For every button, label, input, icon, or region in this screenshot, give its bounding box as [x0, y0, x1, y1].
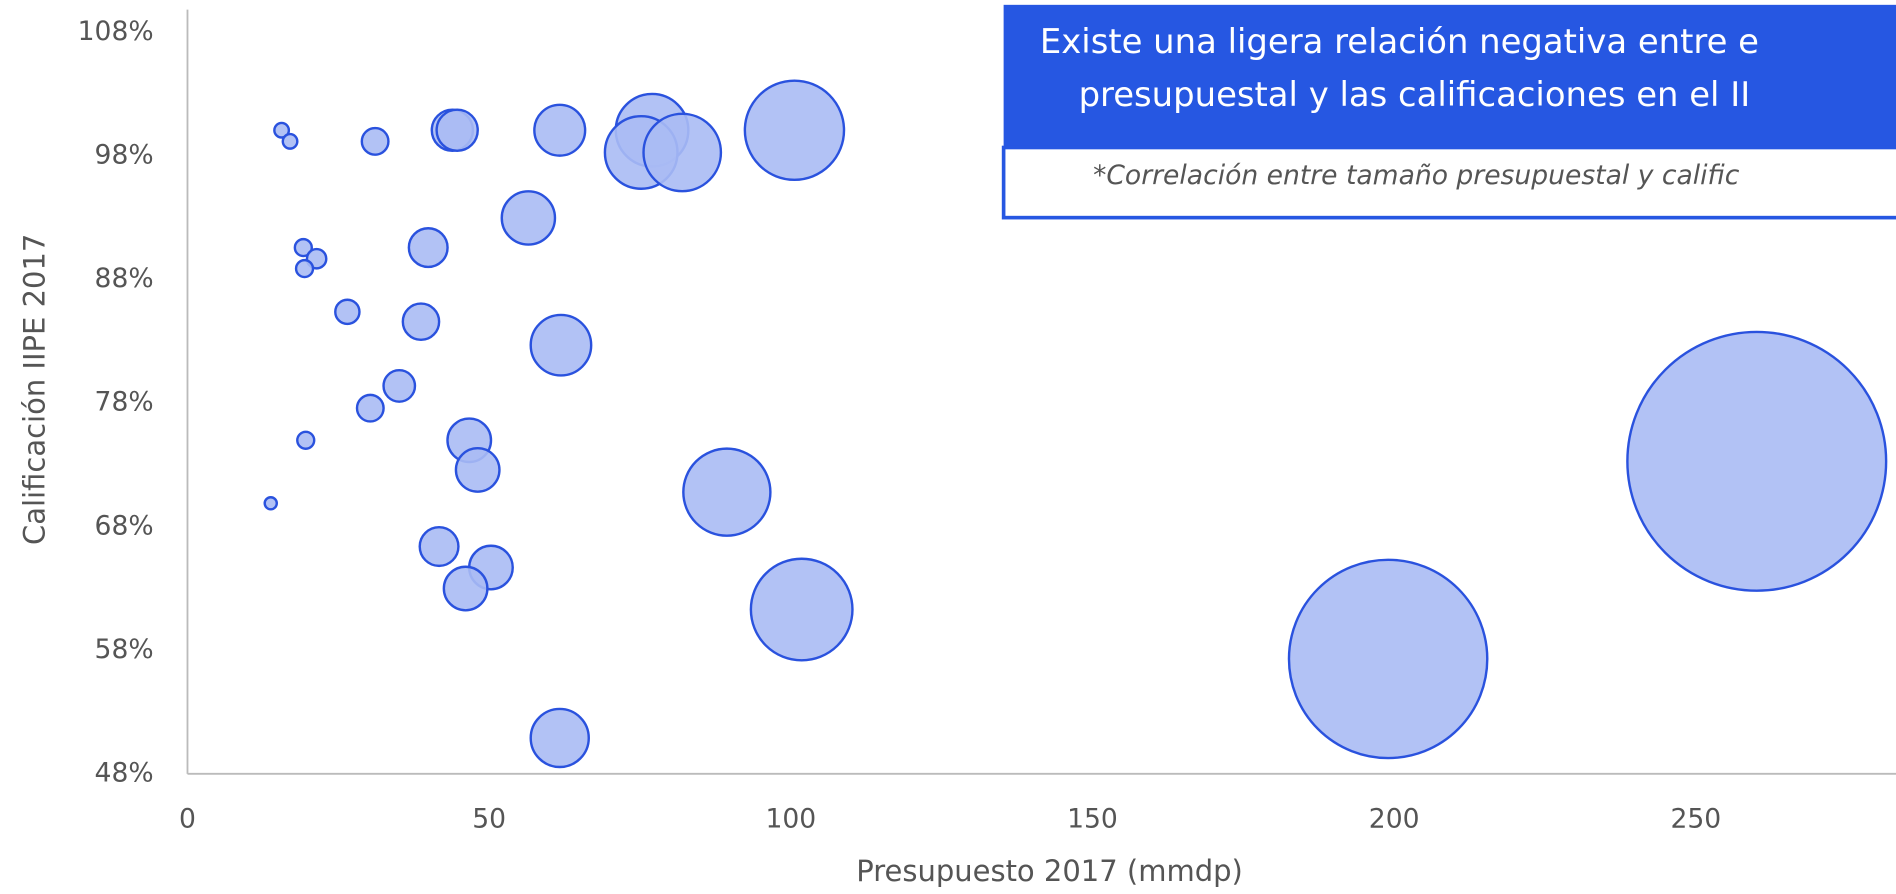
bubble [1287, 558, 1489, 760]
chart-subtitle: *Correlación entre tamaño presupuestal y… [1093, 160, 1740, 191]
bubble [642, 112, 723, 193]
bubble [296, 430, 316, 450]
bubble [382, 369, 417, 403]
bubble [281, 132, 299, 150]
chart-title: presupuestal y las calificaciones en el … [1079, 75, 1751, 114]
bubble [435, 108, 479, 152]
y-tick-label: 98% [95, 140, 154, 171]
x-tick-label: 250 [1670, 803, 1721, 834]
x-tick-label: 50 [472, 803, 506, 834]
bubble [1626, 330, 1888, 592]
bubble [273, 121, 291, 139]
bubble [401, 302, 441, 342]
y-tick-label: 78% [95, 387, 154, 418]
y-axis-label: Calificación IIPE 2017 [17, 234, 51, 545]
x-tick-label: 100 [765, 803, 816, 834]
bubble [743, 79, 846, 182]
x-axis-label: Presupuesto 2017 (mmdp) [856, 854, 1243, 888]
bubble [294, 258, 315, 279]
x-tick-label: 150 [1067, 803, 1118, 834]
y-tick-label: 68% [95, 510, 154, 541]
chart-title: Existe una ligera relación negativa entr… [1040, 22, 1759, 61]
bubble [529, 313, 593, 377]
bubble [418, 525, 460, 568]
bubble [682, 447, 772, 537]
bubble [500, 190, 557, 246]
y-tick-label: 108% [78, 16, 154, 47]
bubble [407, 227, 449, 269]
bubble [293, 237, 313, 258]
y-tick-label: 48% [95, 757, 154, 788]
y-tick-label: 58% [95, 634, 154, 665]
bubble [355, 393, 385, 423]
bubble [263, 496, 278, 511]
x-tick-label: 200 [1369, 803, 1420, 834]
bubble [749, 557, 854, 662]
x-tick-label: 0 [179, 803, 196, 834]
bubble [454, 446, 501, 493]
y-tick-label: 88% [95, 263, 154, 294]
subtitle-box [1001, 145, 1896, 220]
bubble [442, 565, 489, 612]
bubble [360, 126, 390, 156]
bubble [334, 298, 361, 326]
bubble [533, 103, 587, 157]
title-box [1003, 4, 1896, 148]
bubble [529, 707, 590, 769]
